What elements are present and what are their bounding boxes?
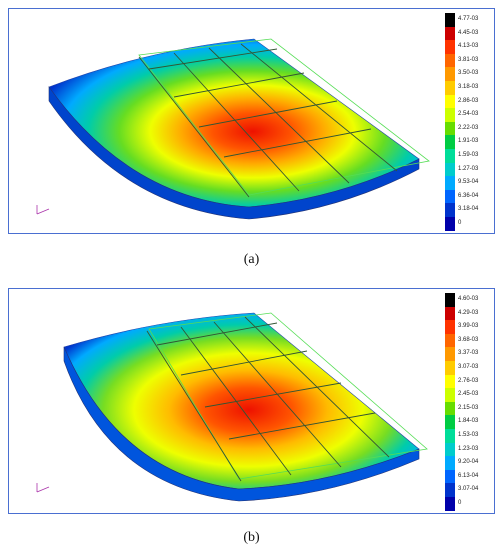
legend-color-swatch xyxy=(445,108,455,122)
legend-color-swatch xyxy=(445,388,455,402)
legend-label: 2.15-03 xyxy=(458,404,479,411)
legend-color-swatch xyxy=(445,361,455,375)
legend-label: 4.45-03 xyxy=(458,29,479,36)
legend-label: 9.20-04 xyxy=(458,459,479,466)
legend-color-swatch xyxy=(445,497,455,511)
deformed-slab-plot-b xyxy=(36,312,428,502)
legend-label: 2.22-03 xyxy=(458,124,479,131)
legend-color-swatch xyxy=(445,320,455,334)
legend-color-swatch xyxy=(445,333,455,348)
legend-color-swatch xyxy=(445,203,455,217)
legend-color-swatch xyxy=(445,189,455,204)
contour-plot-panel-b: 4.60-03 4.29-03 3.99-03 3.68-03 3.37-03 3.07-… xyxy=(8,288,495,514)
legend-color-swatch xyxy=(445,217,455,231)
legend-color-swatch xyxy=(445,429,455,443)
legend-label: 0 xyxy=(458,220,462,226)
legend-label: 2.86-03 xyxy=(458,97,479,104)
color-legend-b: 4.60-03 4.29-03 3.99-03 3.68-03 3.37-03 3.07-… xyxy=(445,289,491,513)
legend-color-swatch xyxy=(445,442,455,457)
legend-color-swatch xyxy=(445,415,455,429)
legend-label: 1.91-03 xyxy=(458,138,479,145)
legend-label: 0 xyxy=(458,500,462,506)
legend-label: 6.13-04 xyxy=(458,472,479,479)
legend-label: 3.07-04 xyxy=(458,486,479,493)
axis-triad xyxy=(36,205,50,215)
legend-label: 3.50-03 xyxy=(458,70,479,77)
legend-color-swatch xyxy=(445,401,455,416)
legend-label: 2.45-03 xyxy=(458,391,479,398)
color-legend-a: 4.77-03 4.45-03 4.13-03 3.81-03 3.50-03 3.18-… xyxy=(445,9,491,233)
legend-color-swatch xyxy=(445,176,455,190)
caption-a: (a) xyxy=(243,252,260,267)
legend-label: 4.60-03 xyxy=(458,296,479,302)
legend-color-swatch xyxy=(445,347,455,361)
legend-label: 3.81-03 xyxy=(458,56,479,63)
deformed-slab-plot-a xyxy=(36,38,430,220)
legend-color-swatch xyxy=(445,483,455,497)
legend-color-swatch xyxy=(445,67,455,81)
legend-label: 4.29-03 xyxy=(458,309,479,316)
legend-label: 1.27-03 xyxy=(458,165,479,172)
legend-color-swatch xyxy=(445,293,455,307)
legend-color-swatch xyxy=(445,81,455,95)
contour-plot-panel-a: 4.77-03 4.45-03 4.13-03 3.81-03 3.50-03 3.18-… xyxy=(8,8,495,234)
legend-color-swatch xyxy=(445,374,455,389)
caption-b: (b) xyxy=(243,530,260,545)
legend-label: 3.37-03 xyxy=(458,350,479,357)
legend-color-swatch xyxy=(445,53,455,68)
legend-label: 3.18-04 xyxy=(458,206,479,213)
legend-color-swatch xyxy=(445,306,455,321)
slab-edge xyxy=(63,346,420,502)
legend-label: 2.54-03 xyxy=(458,111,479,118)
legend-color-swatch xyxy=(445,135,455,149)
undeformed-outline xyxy=(138,38,430,196)
legend-label: 9.53-04 xyxy=(458,179,479,186)
legend-color-swatch xyxy=(445,26,455,41)
beam-lines xyxy=(146,316,390,482)
legend-label: 1.53-03 xyxy=(458,432,479,438)
legend-label: 4.77-03 xyxy=(458,16,479,22)
legend-color-swatch xyxy=(445,40,455,54)
legend-label: 3.07-03 xyxy=(458,364,479,370)
legend-label: 1.59-03 xyxy=(458,152,479,158)
legend-label: 3.99-03 xyxy=(458,323,479,330)
legend-color-swatch xyxy=(445,469,455,484)
legend-color-swatch xyxy=(445,13,455,27)
legend-color-swatch xyxy=(445,162,455,177)
legend-color-swatch xyxy=(445,149,455,163)
legend-label: 1.84-03 xyxy=(458,418,479,425)
legend-label: 3.68-03 xyxy=(458,336,479,343)
legend-label: 6.36-04 xyxy=(458,192,479,199)
legend-color-swatch xyxy=(445,121,455,136)
legend-color-swatch xyxy=(445,94,455,109)
slab-surface xyxy=(48,38,420,208)
legend-label: 3.18-03 xyxy=(458,84,479,90)
legend-label: 1.23-03 xyxy=(458,445,479,452)
legend-label: 4.13-03 xyxy=(458,43,479,50)
legend-label: 2.76-03 xyxy=(458,377,479,384)
slab-edge xyxy=(48,86,420,220)
undeformed-outline xyxy=(148,312,428,480)
axis-triad xyxy=(36,483,50,493)
legend-color-swatch xyxy=(445,456,455,470)
beam-lines xyxy=(138,43,398,198)
